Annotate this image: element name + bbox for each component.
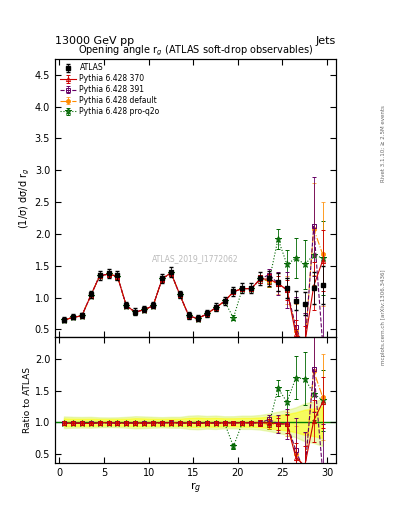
Y-axis label: (1/σ) dσ/d r$_g$: (1/σ) dσ/d r$_g$	[17, 167, 32, 229]
X-axis label: r$_g$: r$_g$	[190, 481, 201, 497]
Title: Opening angle r$_g$ (ATLAS soft-drop observables): Opening angle r$_g$ (ATLAS soft-drop obs…	[78, 44, 313, 58]
Legend: ATLAS, Pythia 6.428 370, Pythia 6.428 391, Pythia 6.428 default, Pythia 6.428 pr: ATLAS, Pythia 6.428 370, Pythia 6.428 39…	[57, 61, 162, 118]
Y-axis label: Ratio to ATLAS: Ratio to ATLAS	[23, 367, 32, 433]
Text: Rivet 3.1.10; ≥ 2.5M events: Rivet 3.1.10; ≥ 2.5M events	[381, 105, 386, 182]
Text: mcplots.cern.ch [arXiv:1306.3436]: mcplots.cern.ch [arXiv:1306.3436]	[381, 270, 386, 365]
Text: Jets: Jets	[316, 36, 336, 46]
Text: 13000 GeV pp: 13000 GeV pp	[55, 36, 134, 46]
Text: ATLAS_2019_I1772062: ATLAS_2019_I1772062	[152, 254, 239, 264]
